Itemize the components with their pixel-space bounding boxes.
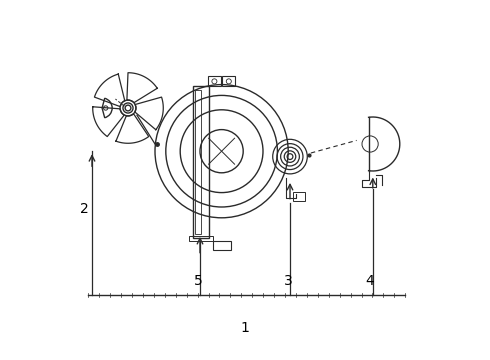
Bar — [189, 236, 213, 241]
Text: 2: 2 — [80, 202, 89, 216]
Bar — [213, 241, 231, 250]
Text: 4: 4 — [365, 274, 373, 288]
Text: 3: 3 — [284, 274, 293, 288]
Text: 5: 5 — [194, 274, 202, 288]
Bar — [193, 86, 209, 238]
Bar — [208, 76, 221, 86]
Bar — [195, 90, 201, 234]
Bar — [222, 76, 235, 86]
Bar — [293, 192, 305, 201]
Text: 1: 1 — [241, 321, 249, 334]
